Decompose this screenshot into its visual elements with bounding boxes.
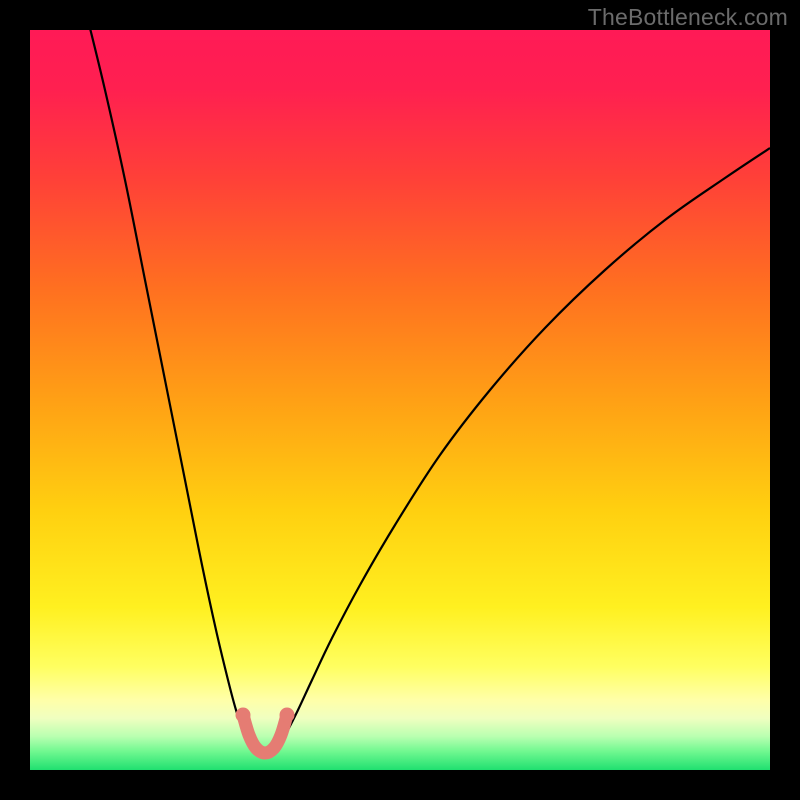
- trough-marker-dot-left: [236, 708, 251, 723]
- chart-curves-svg: [30, 30, 770, 770]
- right-curve: [282, 148, 770, 742]
- left-curve: [88, 30, 248, 742]
- watermark-text: TheBottleneck.com: [588, 4, 788, 31]
- trough-marker: [243, 715, 287, 753]
- trough-marker-dot-right: [280, 708, 295, 723]
- plot-area: [30, 30, 770, 770]
